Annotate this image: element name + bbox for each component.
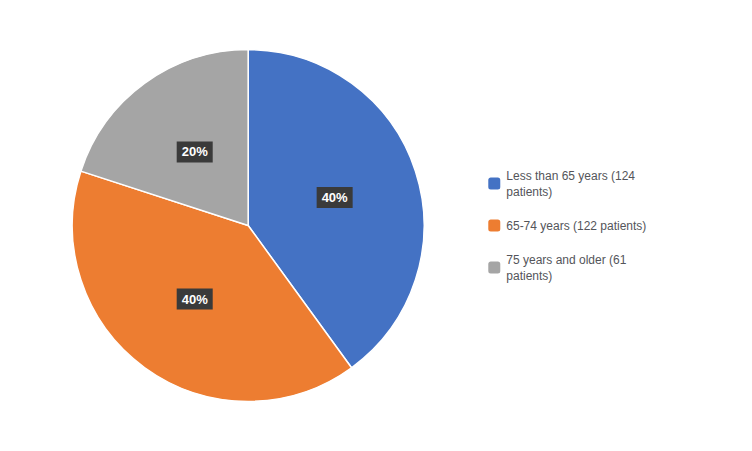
svg-text:patients): patients) — [506, 269, 552, 283]
svg-text:Less than 65 years (124: Less than 65 years (124 — [506, 169, 635, 183]
svg-text:65-74 years (122 patients): 65-74 years (122 patients) — [506, 219, 646, 233]
svg-text:40%: 40% — [322, 190, 348, 205]
svg-text:75 years and older (61: 75 years and older (61 — [506, 253, 626, 267]
svg-text:40%: 40% — [182, 292, 208, 307]
svg-text:20%: 20% — [182, 144, 208, 159]
svg-text:patients): patients) — [506, 185, 552, 199]
